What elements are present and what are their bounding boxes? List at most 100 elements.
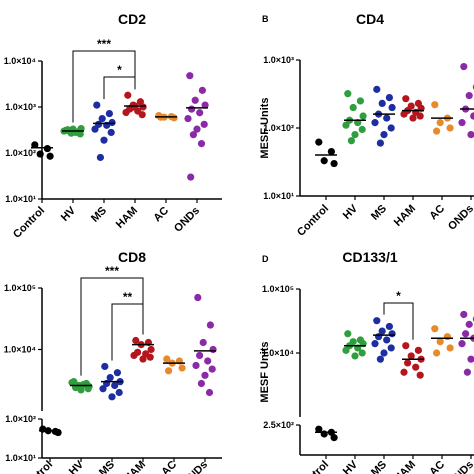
data-point: [349, 103, 357, 112]
data-point: [404, 359, 412, 367]
significance-bracket: [111, 303, 144, 361]
data-point: [388, 330, 396, 338]
x-tick-label: ONDs: [172, 205, 202, 235]
data-point: [351, 130, 359, 139]
data-point: [147, 345, 155, 354]
data-point: [139, 103, 147, 111]
data-point: [327, 147, 335, 156]
y-axis-label: MESF Units: [259, 97, 271, 158]
data-point: [460, 62, 468, 71]
data-point: [462, 330, 470, 338]
data-point: [138, 111, 146, 119]
data-point: [200, 120, 208, 128]
data-point: [209, 345, 217, 354]
data-point: [201, 371, 209, 379]
y-tick-label: 1.0×10¹: [263, 191, 294, 201]
data-point: [414, 346, 422, 354]
data-point: [122, 108, 130, 117]
data-point: [416, 112, 424, 120]
data-point: [402, 95, 410, 103]
data-point: [465, 91, 473, 100]
data-point: [80, 380, 88, 389]
data-point: [344, 330, 352, 338]
data-point: [436, 119, 444, 127]
y-tick-label: 1.0×10⁵: [262, 284, 294, 294]
data-point: [376, 355, 384, 363]
data-point: [130, 351, 138, 360]
data-point: [197, 379, 205, 388]
data-point: [433, 127, 441, 135]
data-point: [188, 105, 196, 113]
data-point: [68, 378, 76, 387]
data-point: [371, 340, 379, 348]
x-tick-label: HV: [341, 458, 361, 474]
data-point: [108, 118, 116, 127]
panel-cd4: CD4 B MESF Units 1.0×10¹ 1.0×10² 1.0×10³ Contr…: [259, 11, 474, 239]
data-point: [31, 141, 39, 149]
data-point: [192, 361, 200, 370]
panel-title: CD8: [118, 249, 146, 265]
data-point: [320, 157, 328, 165]
data-point: [315, 425, 323, 433]
data-point: [388, 103, 396, 112]
x-tick-label: MS: [369, 459, 389, 474]
data-point: [330, 159, 338, 168]
data-point: [101, 362, 109, 371]
data-point: [458, 119, 466, 127]
data-point: [400, 110, 408, 118]
data-point: [206, 321, 214, 329]
data-point: [315, 138, 323, 146]
y-tick-label: 1.0×10³: [263, 55, 294, 65]
data-point: [412, 363, 420, 371]
x-tick-label: MS: [89, 205, 109, 225]
data-point: [165, 367, 173, 375]
y-tick-label: 1.0×10⁴: [262, 348, 294, 358]
data-point: [470, 112, 474, 120]
y-tick-label: 1.0×10⁴: [4, 56, 36, 66]
data-point: [467, 130, 474, 139]
significance-label: ***: [105, 264, 119, 278]
data-point: [194, 293, 202, 302]
data-point: [163, 355, 171, 363]
data-point: [376, 139, 384, 147]
data-point: [201, 101, 209, 109]
data-point: [320, 430, 328, 438]
x-tick-label: HAM: [392, 203, 418, 229]
data-point: [342, 121, 350, 129]
data-point: [431, 325, 439, 333]
data-point: [465, 320, 473, 328]
data-point: [36, 150, 44, 158]
x-tick-label: Control: [11, 205, 47, 241]
panel-title: CD133/1: [342, 249, 397, 265]
data-point: [198, 86, 206, 94]
data-point: [178, 364, 186, 372]
x-tick-label: ONDs: [446, 459, 474, 474]
data-point: [107, 128, 115, 137]
x-tick-label: MS: [97, 459, 117, 474]
data-point: [402, 342, 410, 350]
data-point: [378, 327, 386, 335]
data-point: [184, 114, 192, 123]
data-point: [76, 130, 84, 138]
panel-label: D: [262, 254, 269, 264]
x-tick-label: ONDs: [446, 203, 474, 233]
data-point: [373, 317, 381, 325]
data-point: [199, 338, 207, 347]
y-axis-label: MESF Units: [259, 341, 271, 402]
data-point: [342, 346, 350, 354]
data-point: [106, 373, 114, 382]
data-point: [385, 93, 393, 102]
x-tick-label: Control: [295, 203, 331, 239]
panel-cd2: CD2 1.0×10¹ 1.0×10² 1.0×10³ 1.0×10⁴ Control HV…: [4, 11, 222, 241]
data-point: [189, 131, 197, 139]
panel-label: B: [262, 14, 269, 24]
data-point: [380, 130, 388, 139]
y-tick-label: 1.0×10²: [5, 148, 36, 158]
data-point: [105, 109, 113, 118]
y-tick-label: 1.0×10²: [5, 414, 36, 424]
significance-bracket: [103, 76, 136, 100]
significance-label: **: [123, 290, 133, 304]
significance-label: *: [117, 63, 122, 77]
data-point: [400, 368, 408, 376]
